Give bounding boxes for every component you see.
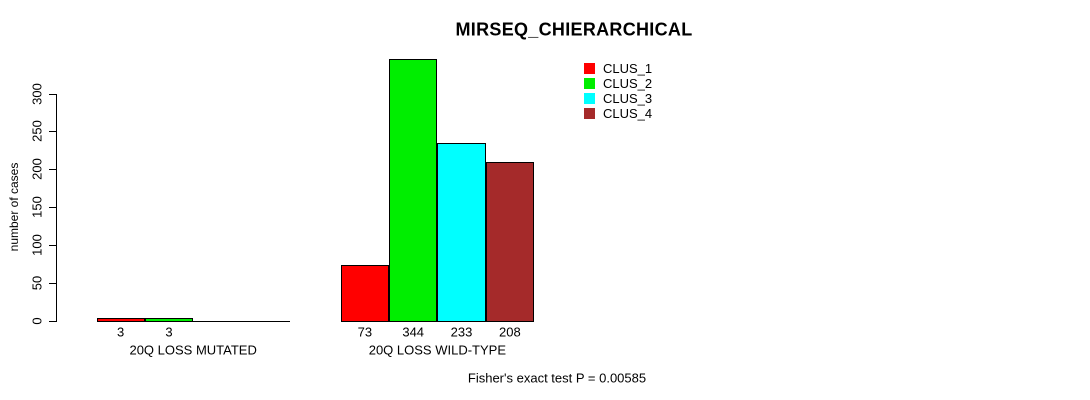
bar-clus_4 — [485, 162, 535, 322]
y-tick-label: 300 — [29, 82, 45, 105]
y-tick-label: 50 — [29, 275, 45, 291]
legend: CLUS_1 CLUS_2 CLUS_3 CLUS_4 — [584, 61, 652, 121]
bar-clus_3 — [437, 143, 486, 322]
y-tick-mark — [49, 131, 56, 133]
legend-swatch-clus_3 — [584, 93, 595, 104]
y-tick-mark — [49, 321, 56, 322]
y-tick-label: 0 — [29, 317, 45, 325]
y-tick-label: 250 — [29, 120, 45, 143]
legend-label: CLUS_4 — [603, 106, 653, 121]
y-tick-label: 200 — [29, 158, 45, 181]
bar-value-label: 344 — [402, 324, 425, 339]
x-category-label: 20Q LOSS MUTATED — [129, 342, 257, 357]
x-category-label: 20Q LOSS WILD-TYPE — [368, 342, 506, 357]
legend-label: CLUS_2 — [603, 76, 653, 91]
legend-item-clus_3: CLUS_3 — [584, 91, 652, 106]
legend-item-clus_2: CLUS_2 — [584, 76, 652, 91]
legend-item-clus_1: CLUS_1 — [584, 61, 652, 76]
annotation-text: Fisher's exact test P = 0.00585 — [467, 370, 647, 386]
legend-item-clus_4: CLUS_4 — [584, 106, 652, 121]
y-tick-mark — [49, 207, 56, 209]
y-axis-title: number of cases — [7, 162, 21, 252]
legend-swatch-clus_2 — [584, 78, 595, 89]
legend-swatch-clus_4 — [584, 108, 595, 119]
bar-value-label: 233 — [450, 324, 473, 339]
bar-value-label: 208 — [498, 324, 521, 339]
legend-label: CLUS_1 — [603, 61, 653, 76]
bar-clus_3-zero — [193, 321, 242, 322]
bar-value-label: 3 — [117, 324, 125, 339]
bar-clus_1 — [340, 265, 390, 322]
legend-label: CLUS_3 — [603, 91, 653, 106]
y-tick-label: 150 — [29, 196, 45, 219]
y-tick-mark — [49, 169, 56, 171]
bar-clus_1 — [96, 318, 145, 322]
chart-title: MIRSEQ_CHIERARCHICAL — [455, 19, 693, 40]
bar-clus_2 — [144, 318, 194, 322]
bar-value-label: 73 — [357, 324, 373, 339]
bar-clus_2 — [389, 59, 438, 322]
y-tick-label: 100 — [29, 234, 45, 257]
y-axis-line — [56, 93, 57, 322]
bar-clus_4-zero — [241, 321, 290, 322]
legend-swatch-clus_1 — [584, 63, 595, 74]
y-tick-mark — [49, 245, 56, 247]
y-tick-mark — [49, 93, 56, 95]
bar-value-label: 3 — [165, 324, 173, 339]
y-tick-mark — [49, 283, 56, 285]
